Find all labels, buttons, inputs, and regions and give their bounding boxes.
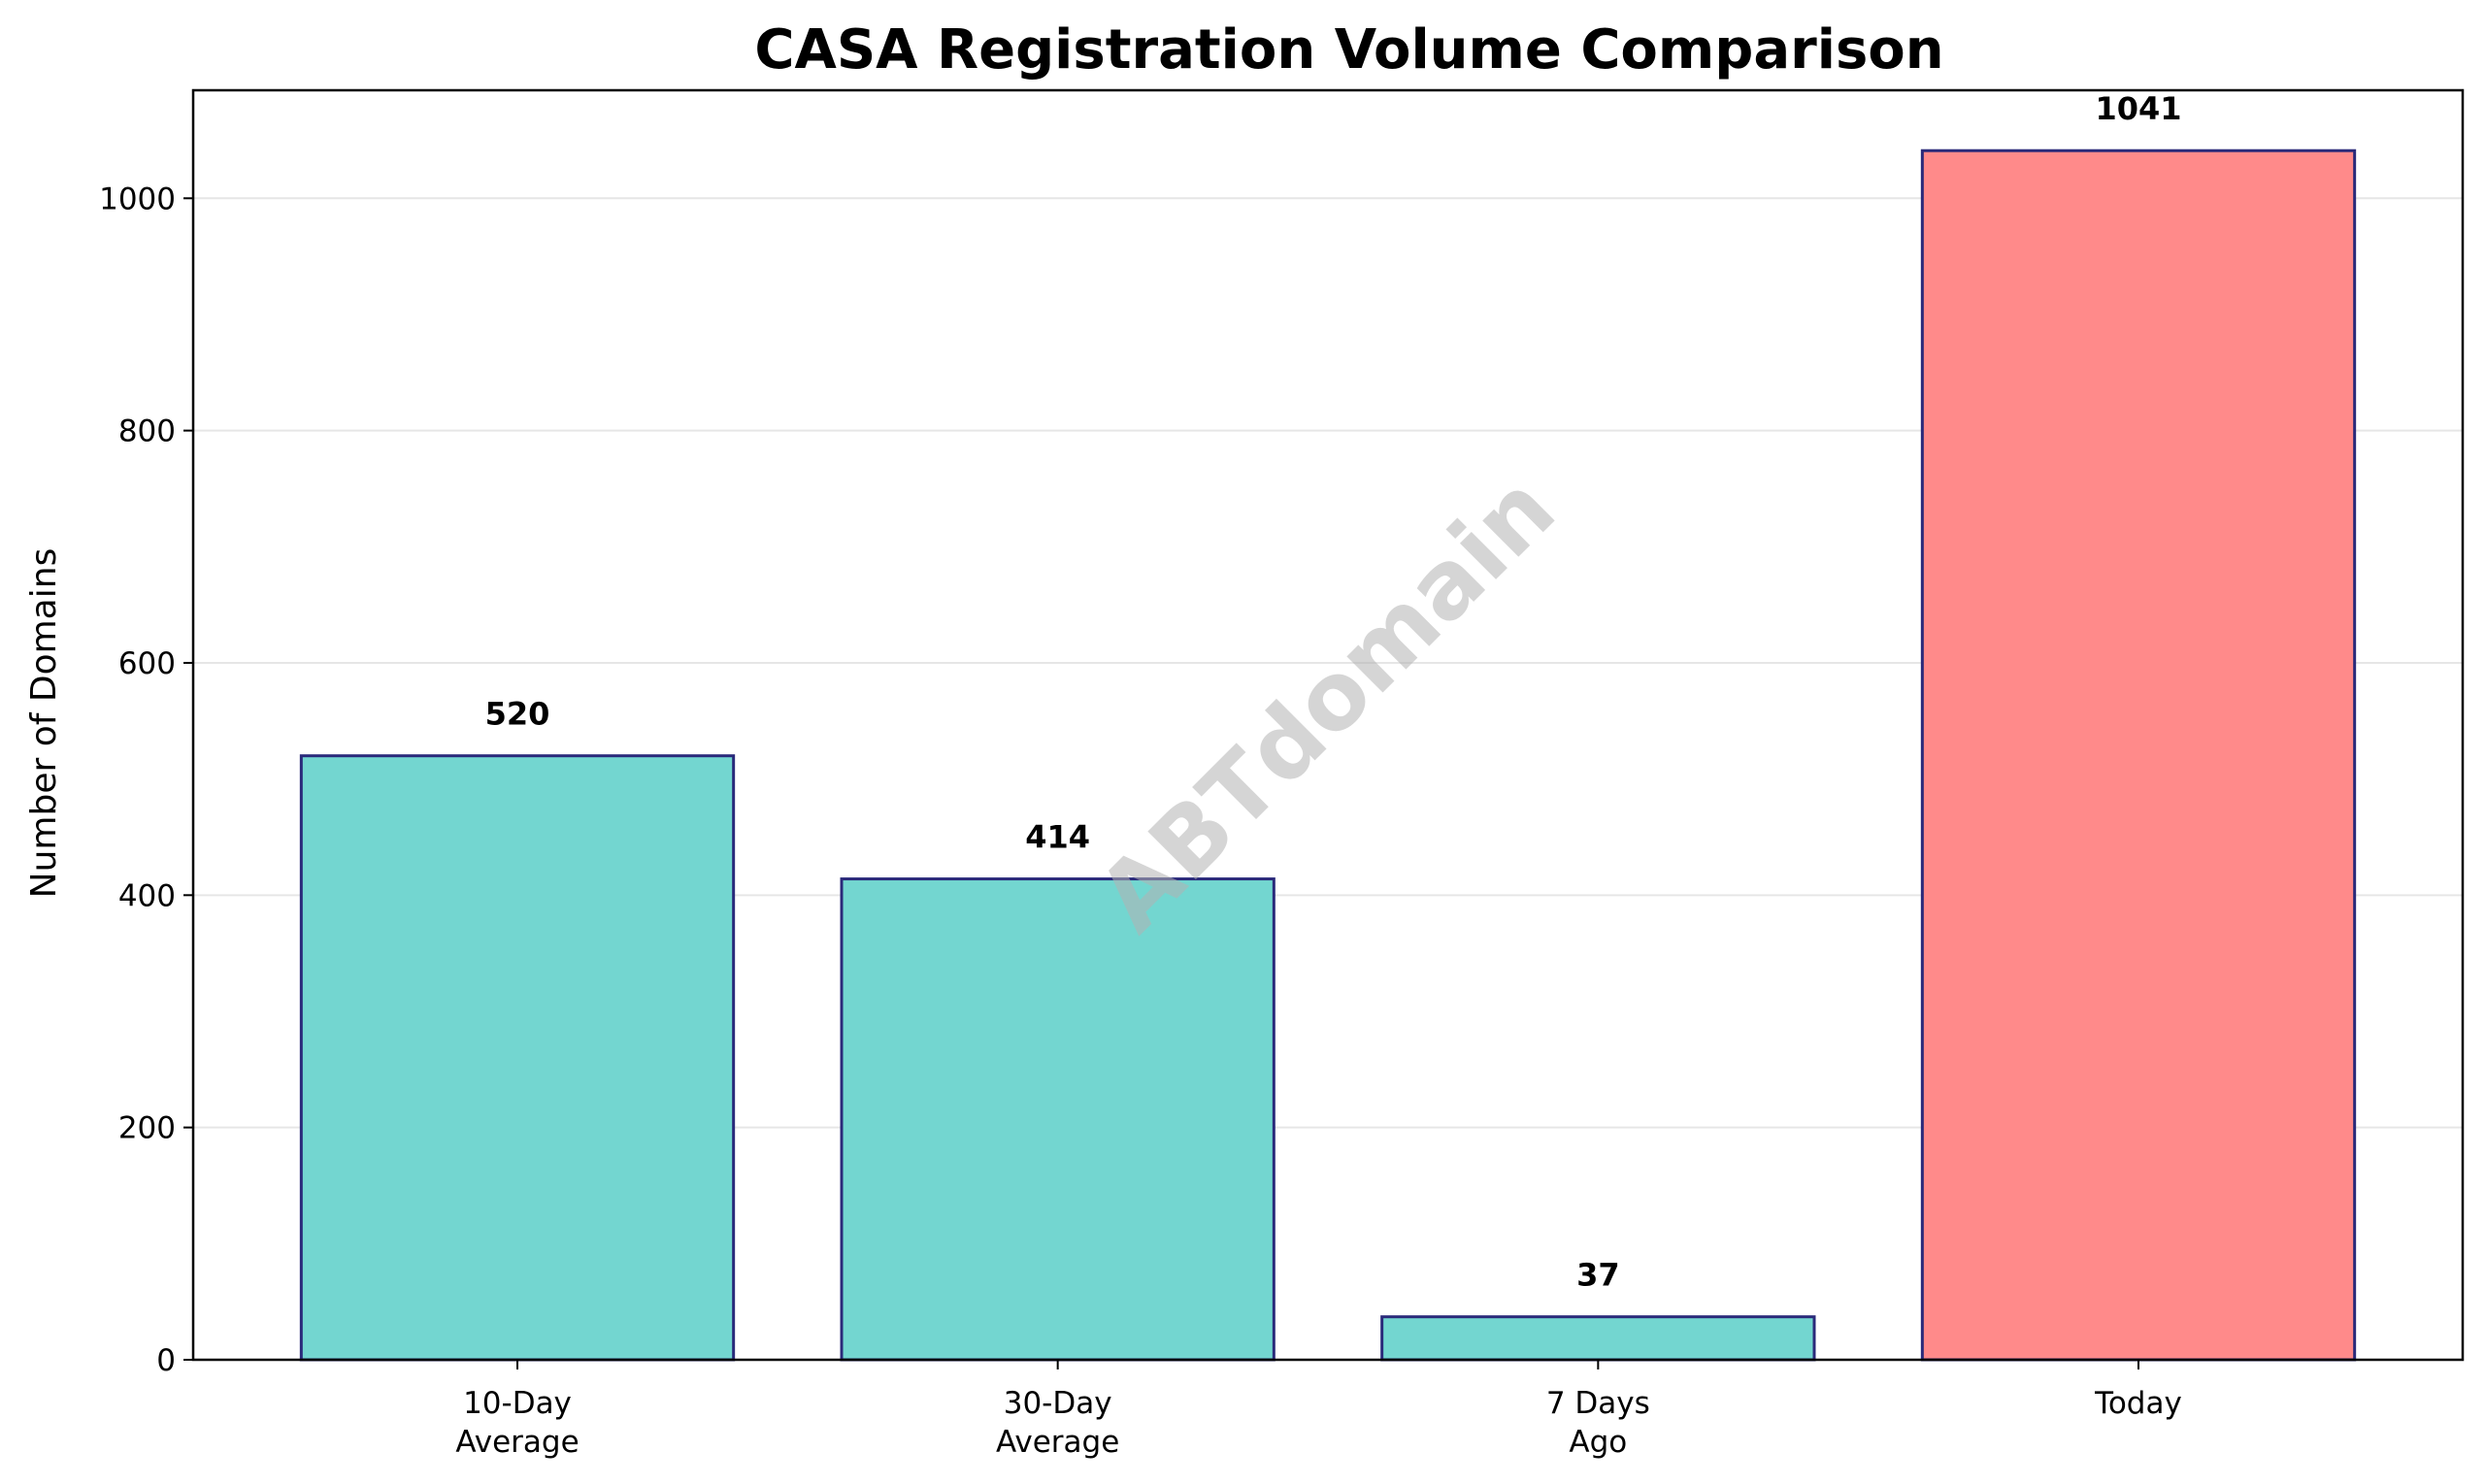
axis-ticks: 0 200 400 600 800 1000 10-Day Average 30-Day Aver… <box>99 181 2182 1460</box>
y-tick-label: 400 <box>118 878 176 913</box>
y-tick-label: 200 <box>118 1111 176 1146</box>
x-tick-label: Today <box>2094 1386 2182 1421</box>
y-axis-label: Number of Domains <box>24 548 64 899</box>
data-labels: 520 414 37 1041 <box>485 90 2182 1293</box>
y-tick-label: 600 <box>118 646 176 681</box>
x-tick-label: 10-Day Average <box>455 1386 579 1460</box>
x-tick-label: 7 Days Ago <box>1546 1386 1650 1460</box>
bar <box>1920 148 2357 1362</box>
bar-value-label: 520 <box>485 696 550 733</box>
plot-frame <box>191 88 2465 1362</box>
bar <box>299 754 736 1362</box>
y-tick-label: 1000 <box>99 181 176 216</box>
x-tick-label: 30-Day Average <box>996 1386 1119 1460</box>
bar-value-label: 1041 <box>2095 90 2181 127</box>
bar-value-label: 37 <box>1576 1257 1620 1294</box>
y-tick-label: 0 <box>156 1343 176 1378</box>
bar <box>1380 1315 1816 1362</box>
chart-title: CASA Registration Volume Comparison <box>754 18 1943 82</box>
y-tick-label: 800 <box>118 414 176 449</box>
bars <box>299 148 2357 1362</box>
bar-value-label: 414 <box>1025 819 1090 856</box>
watermark-text: ABTdomain <box>1077 454 1575 952</box>
bar <box>840 877 1276 1362</box>
